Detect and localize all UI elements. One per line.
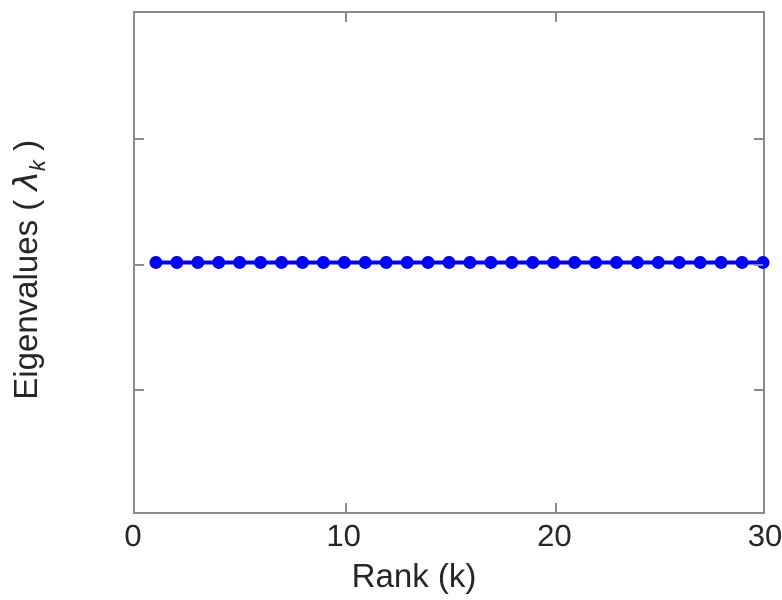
data-point: [254, 256, 268, 269]
data-point: [672, 256, 686, 269]
x-axis-title: Rank (k): [0, 558, 782, 594]
data-point: [191, 256, 205, 269]
data-point: [337, 256, 351, 269]
data-point: [589, 256, 602, 269]
lambda-subscript: k: [24, 160, 50, 172]
data-point: [505, 256, 519, 269]
data-series-layer: [149, 256, 770, 269]
data-point: [296, 256, 309, 269]
data-point: [756, 256, 770, 269]
y-tick-mark: [754, 389, 763, 392]
x-tick-mark: [555, 503, 558, 512]
data-point: [610, 256, 623, 269]
data-point: [316, 256, 330, 269]
data-point: [358, 256, 372, 269]
x-tick-mark: [344, 503, 347, 512]
data-point: [379, 256, 393, 269]
data-point: [400, 256, 414, 269]
data-point: [714, 256, 728, 269]
y-tick-mark: [135, 263, 144, 266]
data-point: [630, 256, 644, 269]
data-point: [212, 256, 226, 269]
data-point: [484, 256, 498, 269]
data-point: [463, 256, 477, 269]
x-tick-label: 20: [537, 518, 572, 553]
x-tick-mark: [344, 13, 347, 22]
y-tick-mark: [754, 263, 763, 266]
y-axis-title-suffix: ): [7, 139, 45, 161]
y-tick-mark: [135, 389, 144, 392]
data-point: [735, 256, 749, 269]
y-tick-mark: [754, 137, 763, 140]
data-point: [421, 256, 435, 269]
x-tick-label: 30: [747, 518, 782, 553]
x-tick-label: 0: [124, 518, 142, 553]
y-axis-title: Eigenvalues ( λk ): [6, 0, 56, 540]
data-point: [651, 256, 665, 269]
series-markers: [149, 256, 770, 269]
x-tick-mark: [555, 13, 558, 22]
data-point: [442, 256, 456, 269]
x-axis-title-text: Rank (k): [351, 557, 477, 594]
x-tick-label: 10: [326, 518, 361, 553]
lambda-symbol: λ: [6, 171, 46, 191]
data-point: [233, 256, 247, 269]
data-point: [547, 256, 561, 269]
data-point: [526, 256, 540, 269]
data-point: [568, 256, 582, 269]
data-point: [693, 256, 707, 269]
data-point: [149, 256, 163, 269]
data-point: [275, 256, 288, 269]
data-point: [170, 256, 184, 269]
plot-area: [133, 11, 770, 514]
y-tick-mark: [135, 137, 144, 140]
y-axis-title-prefix: Eigenvalues (: [7, 190, 45, 400]
